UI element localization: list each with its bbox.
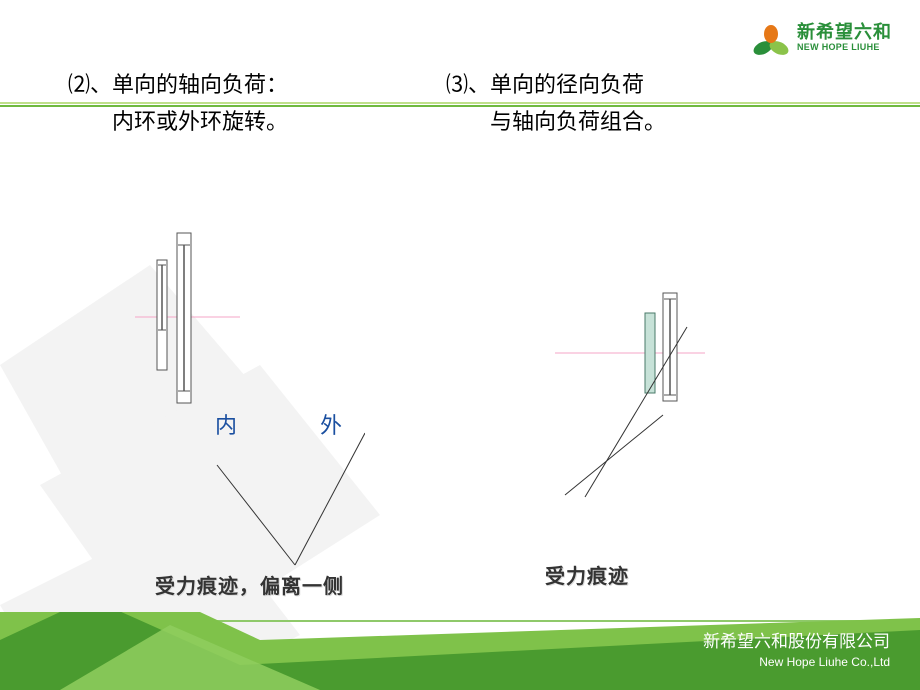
label-inner: 内 bbox=[215, 408, 237, 440]
logo-name-en: NEW HOPE LIUHE bbox=[797, 43, 892, 53]
label-outer: 外 bbox=[320, 408, 342, 440]
logo-name-cn: 新希望六和 bbox=[797, 23, 892, 43]
caption-right: 受力痕迹 bbox=[545, 560, 629, 589]
title-2-line1: ⑵、单向的轴向负荷： bbox=[68, 66, 288, 103]
diagram-axial-load bbox=[135, 225, 365, 585]
company-name-cn: 新希望六和股份有限公司 bbox=[703, 631, 890, 654]
title-3-line1: ⑶、单向的径向负荷 bbox=[446, 66, 666, 103]
footer-company: 新希望六和股份有限公司 New Hope Liuhe Co.,Ltd bbox=[703, 631, 890, 670]
header-logo: 新希望六和 NEW HOPE LIUHE bbox=[751, 20, 892, 56]
caption-left: 受力痕迹，偏离一侧 bbox=[155, 570, 344, 599]
logo-icon bbox=[751, 20, 791, 56]
diagram-combined-load bbox=[545, 285, 755, 575]
title-2-line2: 内环或外环旋转。 bbox=[68, 103, 288, 140]
footer: 新希望六和股份有限公司 New Hope Liuhe Co.,Ltd bbox=[0, 612, 920, 690]
title-section-2: ⑵、单向的轴向负荷： 内环或外环旋转。 bbox=[68, 66, 288, 141]
logo-text: 新希望六和 NEW HOPE LIUHE bbox=[797, 23, 892, 53]
title-section-3: ⑶、单向的径向负荷 与轴向负荷组合。 bbox=[446, 66, 666, 141]
company-name-en: New Hope Liuhe Co.,Ltd bbox=[703, 654, 890, 670]
title-3-line2: 与轴向负荷组合。 bbox=[446, 103, 666, 140]
